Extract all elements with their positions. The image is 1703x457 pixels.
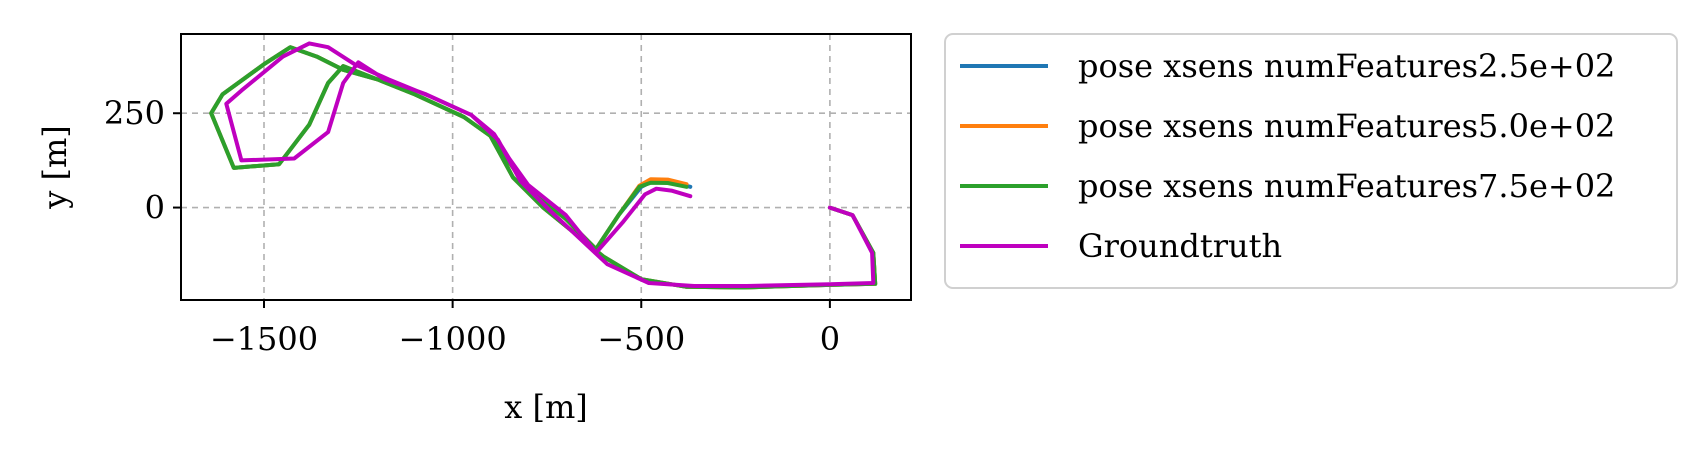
x-tick-label: 0 <box>820 320 840 358</box>
legend: pose xsens numFeatures2.5e+02 pose xsens … <box>944 33 1678 289</box>
grid-lines <box>181 34 911 300</box>
y-tick-label: 250 <box>104 94 165 132</box>
series-line-1 <box>209 45 878 290</box>
series-lines <box>209 41 878 290</box>
legend-items: pose xsens numFeatures2.5e+02 pose xsens … <box>960 47 1615 265</box>
plot-frame <box>180 33 912 301</box>
legend-label-4: Groundtruth <box>1078 227 1282 265</box>
x-tick-label: −1500 <box>210 320 318 358</box>
x-tick-label: −500 <box>597 320 685 358</box>
legend-label-2: pose xsens numFeatures5.0e+02 <box>1078 107 1615 145</box>
legend-label-3: pose xsens numFeatures7.5e+02 <box>1078 167 1615 205</box>
x-tick-label: −1000 <box>399 320 507 358</box>
series-line-4 <box>224 41 876 288</box>
axis-ticks: −1500 −1000 −500 0 0 250 <box>104 94 840 358</box>
y-tick-label: 0 <box>145 189 165 227</box>
series-line-2 <box>209 45 878 290</box>
y-axis-label: y [m] <box>36 125 74 210</box>
legend-box <box>944 33 1678 289</box>
x-axis-label: x [m] <box>504 388 588 426</box>
legend-label-1: pose xsens numFeatures2.5e+02 <box>1078 47 1615 85</box>
series-line-3 <box>209 45 878 290</box>
